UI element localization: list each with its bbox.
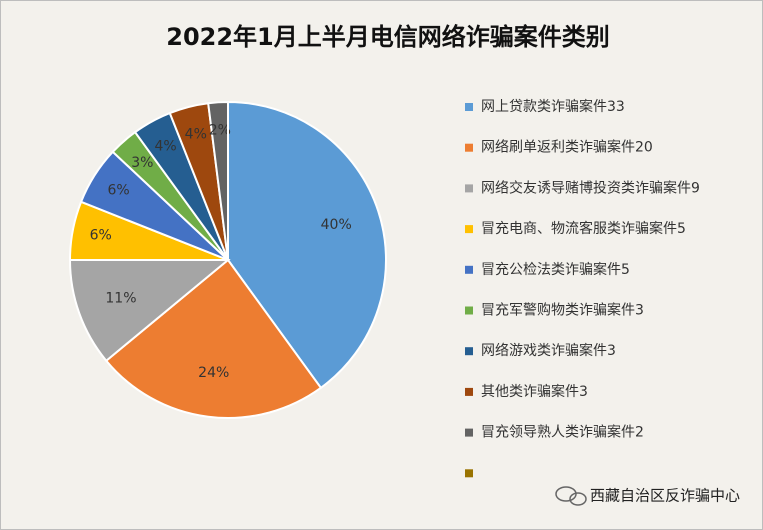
pie-slice bbox=[104, 258, 323, 419]
legend-marker bbox=[465, 103, 473, 111]
data-label: 3% bbox=[131, 155, 153, 171]
legend-label: 其他类诈骗案件3 bbox=[481, 383, 588, 400]
legend-label: 冒充电商、物流客服类诈骗案件5 bbox=[481, 220, 686, 237]
chart-title: 2022年1月上半月电信网络诈骗案件类别 bbox=[166, 23, 610, 51]
legend-marker bbox=[465, 428, 473, 437]
legend-label: 网上贷款类诈骗案件33 bbox=[481, 98, 625, 115]
legend-marker bbox=[465, 265, 473, 274]
data-label: 2% bbox=[209, 123, 231, 139]
legend-label: 网络刷单返利类诈骗案件20 bbox=[481, 139, 653, 156]
legend-label: 网络游戏类诈骗案件3 bbox=[481, 342, 616, 359]
legend-label: 冒充领导熟人类诈骗案件2 bbox=[481, 424, 644, 441]
data-label: 6% bbox=[90, 228, 112, 244]
data-label: 6% bbox=[107, 183, 129, 199]
data-label: 40% bbox=[321, 217, 352, 233]
watermark: 西藏自治区反诈骗中心 bbox=[590, 487, 740, 505]
legend-marker bbox=[465, 143, 473, 152]
legend-marker bbox=[465, 306, 473, 315]
legend-marker bbox=[465, 387, 473, 396]
legend-marker bbox=[465, 469, 473, 478]
watermark-icon bbox=[555, 486, 587, 506]
legend-label: 网络交友诱导赌博投资类诈骗案件9 bbox=[481, 179, 700, 196]
pie-slice bbox=[68, 259, 231, 363]
pie-slice bbox=[227, 100, 387, 390]
legend-marker bbox=[465, 347, 473, 356]
data-label: 11% bbox=[105, 291, 136, 307]
legend-label: 冒充军警购物类诈骗案件3 bbox=[481, 302, 644, 319]
data-label: 4% bbox=[185, 127, 207, 143]
legend-label: 冒充公检法类诈骗案件5 bbox=[481, 261, 630, 278]
data-label: 24% bbox=[198, 365, 229, 381]
legend-marker bbox=[465, 225, 473, 234]
legend-marker bbox=[465, 184, 473, 193]
data-label: 4% bbox=[154, 138, 176, 154]
